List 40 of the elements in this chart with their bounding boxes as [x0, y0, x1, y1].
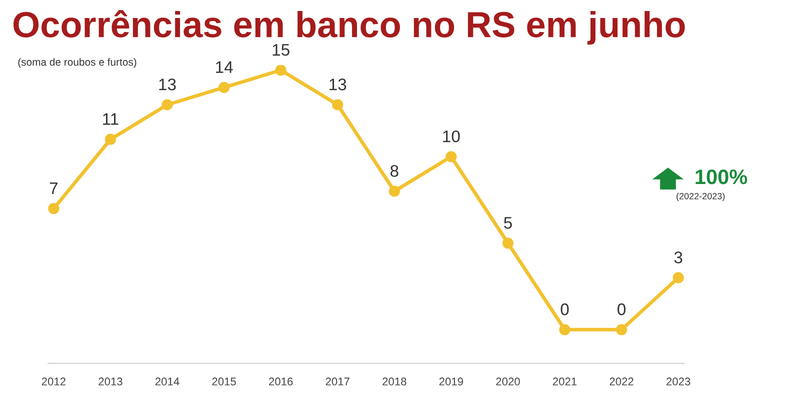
point — [104, 134, 116, 145]
data-label: 11 — [103, 113, 118, 125]
annotation: (2022-2023) — [676, 192, 725, 202]
x-tick-label: 2021 — [552, 378, 577, 386]
x-tick-label: 2013 — [98, 378, 122, 386]
data-label: 3 — [674, 252, 682, 264]
x-tick-label: 2020 — [496, 378, 520, 386]
data-label: 0 — [560, 303, 569, 316]
data-label: 8 — [390, 165, 398, 177]
annotation: 100% — [696, 169, 748, 184]
point — [502, 238, 514, 249]
chart-title: Ocorrências em banco no RS em junho — [13, 10, 685, 45]
point — [162, 99, 173, 110]
x-tick-label: 2012 — [42, 378, 66, 386]
data-label: 13 — [330, 78, 346, 90]
chart-subtitle: (soma de roubos e furtos) — [18, 58, 136, 68]
x-tick-label: 2022 — [610, 378, 634, 386]
point — [218, 82, 230, 94]
data-label: 10 — [443, 130, 460, 142]
data-label: 0 — [618, 303, 626, 316]
data-label: 7 — [50, 182, 58, 194]
point — [672, 272, 684, 284]
point — [48, 202, 60, 214]
point — [559, 324, 570, 336]
point — [616, 324, 628, 336]
data-label: 13 — [159, 78, 176, 90]
data-label: 14 — [216, 61, 233, 73]
data-label: 5 — [504, 217, 512, 229]
x-tick-label: 2018 — [382, 378, 406, 386]
x-tick-label: 2019 — [439, 378, 464, 386]
x-tick-label: 2015 — [212, 378, 236, 386]
x-tick-label: 2023 — [666, 378, 690, 386]
point — [388, 186, 400, 197]
x-tick-label: 2017 — [326, 378, 350, 386]
point — [332, 99, 344, 110]
x-tick-label: 2016 — [269, 378, 293, 386]
point — [275, 64, 286, 76]
data-label: 15 — [272, 44, 290, 56]
x-tick-label: 2014 — [155, 378, 180, 386]
point — [446, 151, 457, 162]
